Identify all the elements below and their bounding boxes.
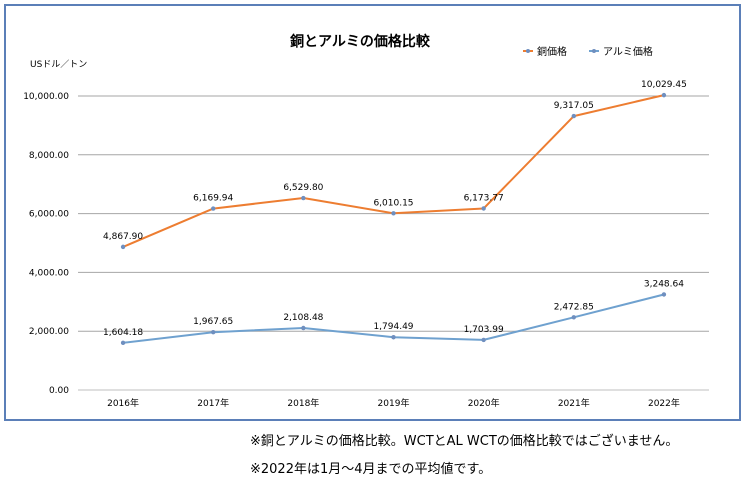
legend-marker <box>526 49 530 53</box>
x-tick-label: 2022年 <box>648 397 680 409</box>
data-label: 3,248.64 <box>644 279 684 289</box>
data-label: 1,604.18 <box>103 328 143 338</box>
data-label: 1,967.65 <box>193 317 233 327</box>
data-label: 2,108.48 <box>283 313 323 323</box>
gridlines <box>78 95 709 391</box>
data-label: 10,029.45 <box>641 80 687 90</box>
data-point <box>120 340 126 346</box>
data-point <box>301 325 306 331</box>
chart-frame <box>4 4 741 421</box>
text-layer: 銅とアルミの価格比較 USドル／トン 0.00 2,000.00 4,000.00 6… <box>23 33 687 409</box>
data-label: 4,867.90 <box>103 232 143 242</box>
data-label: 9,317.05 <box>554 101 594 111</box>
y-tick-label: 6,000.00 <box>29 210 69 220</box>
data-point <box>481 337 486 343</box>
data-label: 6,010.15 <box>373 198 413 208</box>
data-point <box>481 206 486 211</box>
data-point <box>661 92 667 98</box>
x-tick-label: 2018年 <box>287 397 319 409</box>
data-label: 1,703.99 <box>464 325 504 335</box>
data-label: 6,169.94 <box>193 194 233 204</box>
x-tick-label: 2019年 <box>378 397 410 409</box>
data-point <box>211 206 216 211</box>
footnote-1: ※銅とアルミの価格比較。WCTとAL WCTの価格比較ではございません。 <box>250 434 679 449</box>
chart-legend: 銅価格 アルミ価格 <box>523 45 653 58</box>
price-line-chart: 銅とアルミの価格比較 USドル／トン 0.00 2,000.00 4,000.00 6… <box>23 33 709 409</box>
data-point <box>120 244 126 250</box>
y-tick-label: 0.00 <box>49 386 69 396</box>
series-layer <box>120 92 667 346</box>
legend-label: アルミ価格 <box>603 45 653 58</box>
x-tick-label: 2017年 <box>197 397 229 409</box>
data-label: 2,472.85 <box>554 302 594 312</box>
legend-marker <box>592 49 596 53</box>
chart-title: 銅とアルミの価格比較 <box>290 33 431 50</box>
data-point <box>391 211 396 216</box>
y-axis-label: USドル／トン <box>30 59 87 70</box>
data-label: 6,173.77 <box>464 193 504 203</box>
y-tick-label: 2,000.00 <box>29 327 69 337</box>
data-point <box>571 315 576 320</box>
data-label: 6,529.80 <box>283 183 323 193</box>
data-point <box>571 113 576 119</box>
series-line-copper <box>122 94 665 248</box>
y-tick-label: 8,000.00 <box>29 151 69 161</box>
legend-label: 銅価格 <box>537 45 567 58</box>
x-tick-label: 2016年 <box>107 397 139 409</box>
data-point <box>661 292 667 297</box>
data-point <box>301 195 306 201</box>
y-tick-label: 4,000.00 <box>29 268 69 278</box>
x-tick-label: 2021年 <box>558 397 590 409</box>
x-tick-label: 2020年 <box>468 397 500 409</box>
data-label: 1,794.49 <box>373 322 413 332</box>
data-point <box>391 335 396 340</box>
data-point <box>211 329 216 335</box>
footnote-2: ※2022年は1月～4月までの平均値です。 <box>250 462 492 477</box>
y-tick-label: 10,000.00 <box>23 92 69 102</box>
